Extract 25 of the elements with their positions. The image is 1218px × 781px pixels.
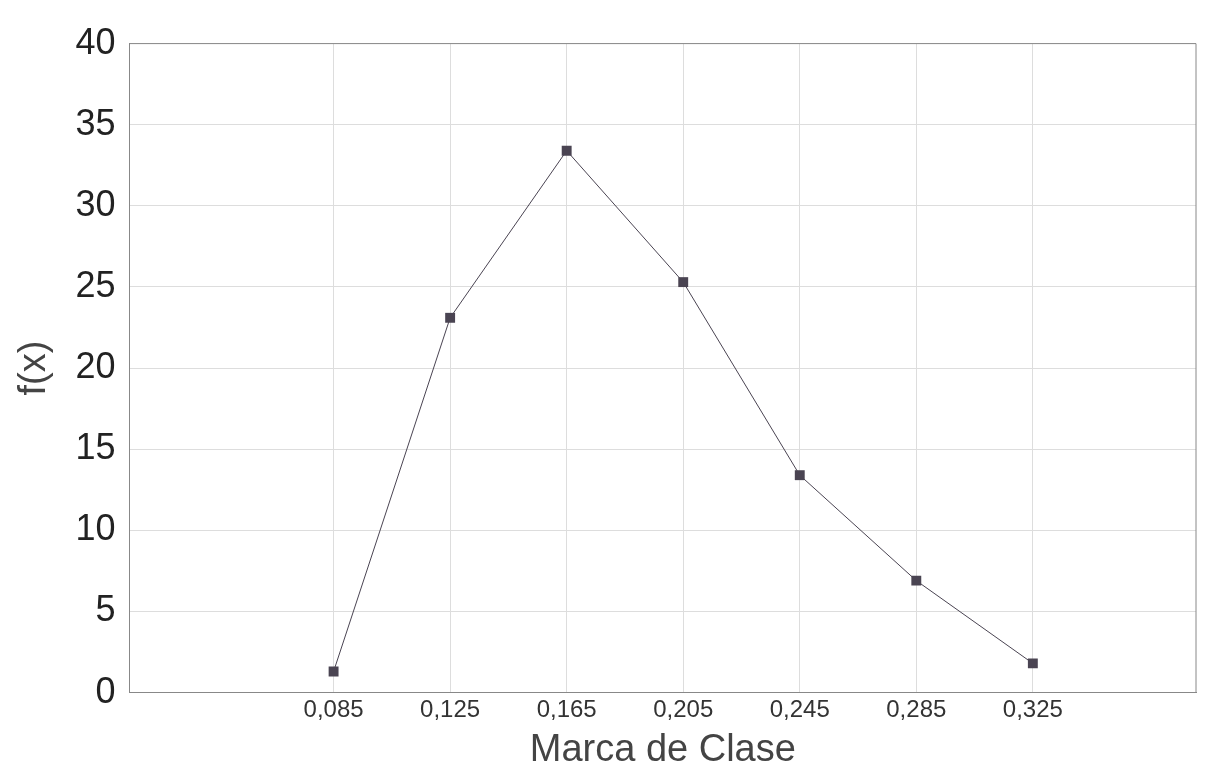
x-tick-label: 0,245 [769,694,830,722]
x-axis-title: Marca de Clase [529,726,796,769]
y-tick-label: 0 [95,669,116,711]
x-tick-label: 0,325 [1002,694,1063,722]
x-tick-label: 0,125 [420,694,481,722]
x-tick-label: 0,165 [536,694,597,722]
point [678,277,689,288]
y-tick-label: 20 [75,345,116,387]
point [794,470,805,481]
y-tick-label: 40 [75,20,116,62]
point [911,575,922,586]
x-tick-label: 0,085 [303,694,364,722]
point [445,312,456,323]
y-tick-label: 15 [75,426,116,468]
point [328,666,339,677]
point [1027,658,1038,669]
y-axis-title: f(x) [11,340,54,396]
x-tick-label: 0,285 [886,694,947,722]
point [561,145,572,156]
x-tick-label: 0,205 [653,694,714,722]
y-tick-label: 30 [75,182,116,224]
y-tick-label: 25 [75,263,116,305]
y-tick-label: 10 [75,507,116,549]
y-tick-label: 35 [75,101,116,143]
y-tick-label: 5 [95,588,116,630]
